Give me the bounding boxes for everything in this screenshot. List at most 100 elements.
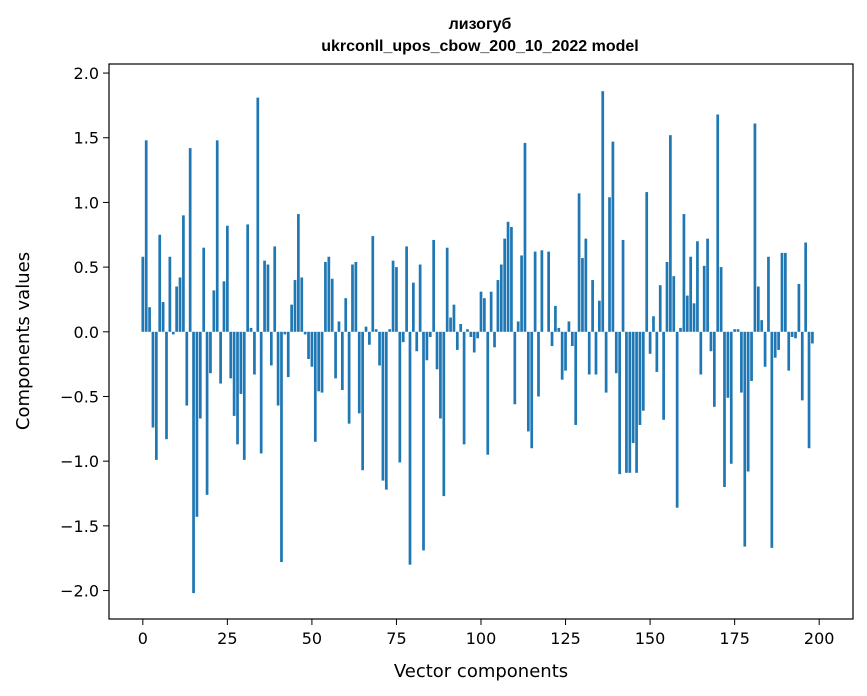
bar-112 (520, 255, 523, 332)
bar-121 (550, 331, 554, 347)
bar-74 (391, 260, 395, 332)
bar-107 (503, 238, 507, 332)
bar-96 (466, 329, 469, 332)
bar-193 (794, 331, 797, 339)
bar-58 (337, 321, 341, 332)
bar-1 (144, 140, 148, 332)
bar-4 (154, 331, 158, 460)
bar-91 (449, 317, 452, 332)
bar-93 (455, 331, 459, 350)
bar-68 (371, 236, 375, 332)
bar-192 (790, 331, 794, 337)
bar-47 (300, 277, 304, 332)
bar-98 (472, 331, 476, 353)
bar-194 (797, 283, 801, 332)
bar-141 (618, 331, 622, 475)
bar-142 (621, 239, 625, 332)
bar-69 (374, 329, 378, 332)
bar-28 (236, 331, 239, 445)
bar-13 (185, 331, 189, 406)
bar-49 (307, 331, 310, 359)
bar-182 (756, 286, 760, 332)
bar-162 (689, 256, 693, 332)
bar-78 (405, 246, 408, 332)
bar-111 (516, 321, 520, 332)
bar-157 (672, 276, 676, 332)
chart-title-line2: ukrconll_upos_cbow_200_10_2022 model (321, 38, 638, 55)
bar-138 (608, 197, 611, 332)
bar-5 (158, 234, 162, 332)
bar-19 (205, 331, 209, 495)
bar-104 (493, 331, 496, 348)
bar-56 (330, 278, 334, 332)
bar-72 (384, 331, 388, 490)
bar-115 (530, 331, 534, 449)
bar-167 (706, 238, 709, 332)
bar-103 (489, 291, 493, 332)
bar-116 (533, 251, 537, 332)
y-tick-label: 1.5 (74, 129, 99, 148)
bar-124 (560, 331, 564, 380)
bar-46 (297, 214, 300, 332)
x-tick-label: 0 (138, 629, 148, 648)
bar-83 (422, 331, 425, 551)
y-tick-label: −2.0 (60, 582, 99, 601)
bar-88 (439, 331, 442, 419)
bar-122 (554, 305, 557, 332)
bar-156 (669, 135, 672, 332)
bar-159 (679, 327, 682, 332)
y-axis-ticks: −2.0 −1.5 −1.0 −0.5 0.0 0.5 1.0 1.5 2.0 (60, 64, 109, 601)
bar-21 (212, 290, 216, 332)
bar-92 (452, 304, 456, 332)
bar-160 (682, 214, 686, 332)
bar-36 (263, 260, 266, 332)
bar-66 (364, 326, 368, 332)
bar-64 (357, 331, 361, 414)
bar-110 (513, 331, 517, 405)
bar-43 (286, 331, 290, 378)
bar-90 (445, 247, 449, 332)
y-tick-label: 0.0 (74, 323, 99, 342)
bar-183 (760, 320, 764, 332)
bar-35 (259, 331, 263, 454)
y-tick-label: 2.0 (74, 64, 99, 83)
bar-8 (168, 256, 172, 332)
bar-54 (324, 261, 327, 332)
bar-173 (726, 331, 730, 398)
bar-106 (499, 264, 503, 332)
bar-178 (743, 331, 747, 547)
bar-75 (395, 267, 398, 332)
bar-137 (604, 331, 608, 393)
bar-131 (584, 238, 588, 332)
bar-127 (570, 331, 574, 347)
bar-180 (750, 331, 753, 381)
bar-0 (141, 256, 145, 332)
bar-14 (188, 148, 192, 332)
bar-30 (242, 331, 246, 460)
bar-191 (787, 331, 791, 371)
bar-67 (368, 331, 371, 345)
bar-37 (266, 264, 270, 332)
x-tick-label: 175 (719, 629, 750, 648)
bar-89 (442, 331, 446, 497)
chart-title-line1: лизогуб (449, 16, 512, 33)
bar-2 (148, 307, 151, 332)
bar-163 (692, 303, 696, 332)
bar-20 (209, 331, 212, 374)
bar-32 (249, 327, 253, 332)
bar-61 (347, 331, 351, 424)
bar-195 (800, 331, 804, 401)
bar-105 (496, 280, 500, 332)
bar-85 (428, 331, 432, 337)
bar-144 (628, 331, 632, 473)
bar-197 (807, 331, 811, 449)
bar-186 (770, 331, 774, 548)
x-tick-label: 50 (302, 629, 322, 648)
bar-101 (483, 298, 486, 332)
bar-153 (658, 285, 662, 332)
bar-45 (293, 280, 297, 332)
bar-41 (280, 331, 283, 563)
bar-51 (313, 331, 317, 442)
bar-164 (696, 241, 699, 332)
bar-118 (540, 250, 544, 332)
